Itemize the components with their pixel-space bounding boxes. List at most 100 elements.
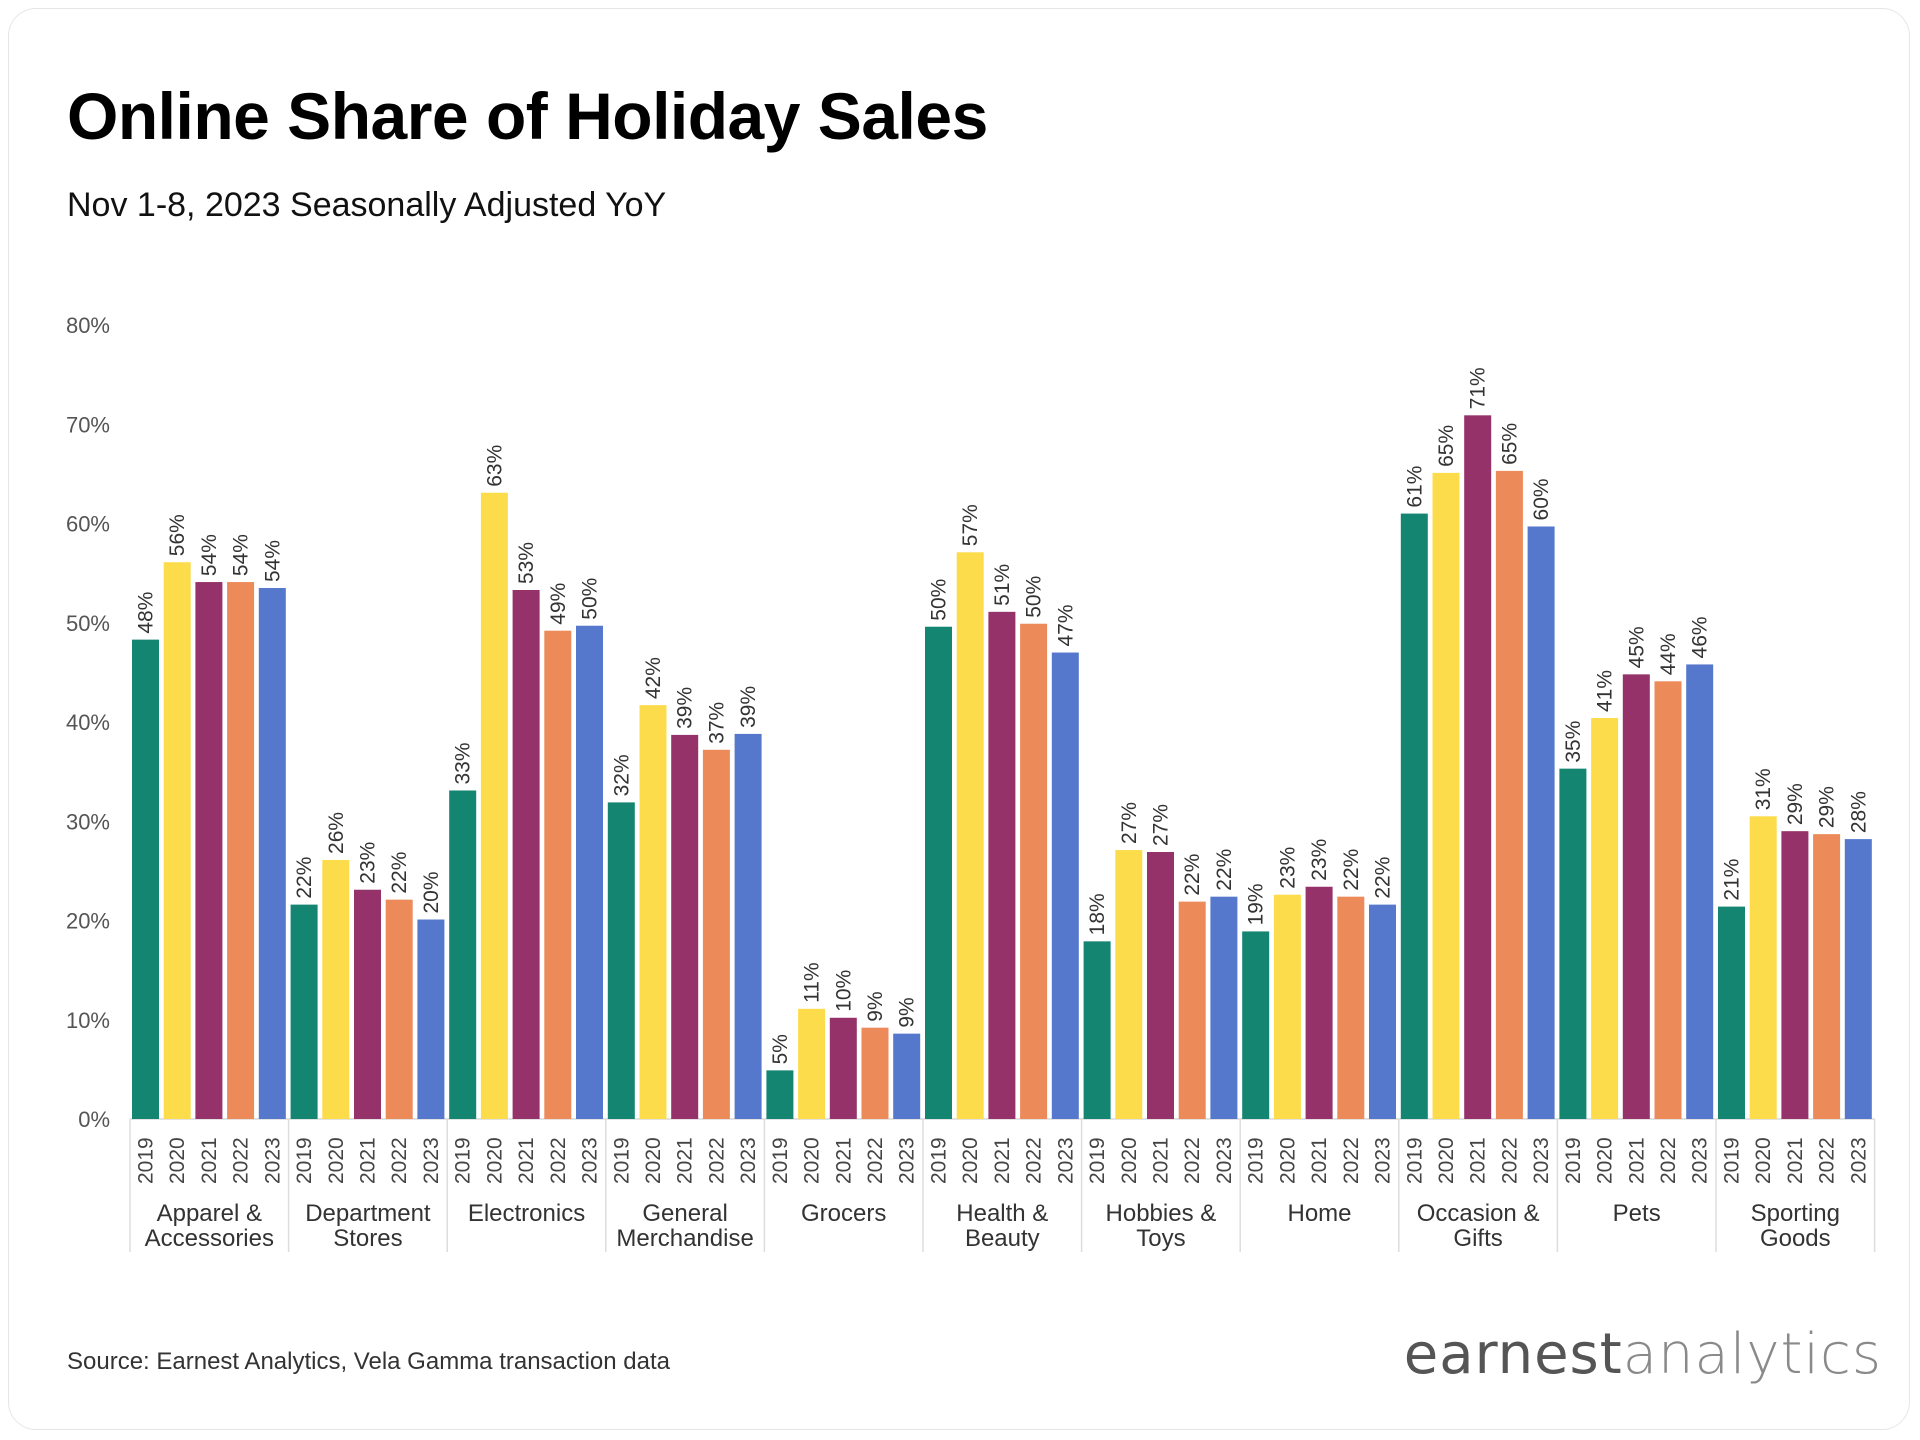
bar-value-label: 33%	[452, 742, 475, 784]
bar-value-label: 39%	[674, 687, 697, 729]
y-tick-label: 20%	[66, 909, 110, 934]
category-label: Accessories	[145, 1225, 274, 1252]
bar-value-label: 31%	[1752, 768, 1775, 810]
x-tick-year-label: 2023	[1530, 1137, 1553, 1184]
x-tick-year-label: 2023	[1213, 1137, 1236, 1184]
x-tick-year-label: 2022	[864, 1137, 887, 1184]
bar	[1051, 652, 1079, 1119]
y-tick-label: 70%	[66, 412, 110, 437]
bar	[1400, 513, 1428, 1119]
x-tick-year-label: 2021	[1784, 1137, 1807, 1184]
bar	[893, 1033, 921, 1119]
bar	[417, 919, 445, 1119]
bar	[258, 588, 286, 1119]
bar-value-label: 22%	[293, 857, 316, 899]
bar	[1115, 850, 1143, 1119]
x-tick-year-label: 2019	[1086, 1137, 1109, 1184]
bar	[1464, 415, 1492, 1119]
bar-value-label: 45%	[1625, 626, 1648, 668]
x-tick-year-label: 2020	[1435, 1137, 1458, 1184]
bar	[639, 705, 667, 1119]
category-label: Sporting	[1751, 1200, 1840, 1227]
x-tick-year-label: 2020	[1118, 1137, 1141, 1184]
bar-value-label: 51%	[991, 564, 1014, 606]
bar	[227, 582, 255, 1119]
bar-value-label: 35%	[1562, 721, 1585, 763]
x-tick-year-label: 2021	[1467, 1137, 1490, 1184]
bar	[798, 1008, 826, 1119]
x-tick-year-label: 2019	[1245, 1137, 1268, 1184]
bar	[988, 611, 1016, 1119]
bar	[734, 733, 762, 1119]
y-tick-label: 60%	[66, 512, 110, 537]
bar-value-label: 32%	[610, 754, 633, 796]
bar	[354, 889, 381, 1119]
bar	[829, 1017, 857, 1119]
y-tick-label: 80%	[66, 313, 110, 338]
bar	[132, 639, 159, 1119]
category-label: Gifts	[1453, 1225, 1502, 1252]
bar	[861, 1027, 889, 1119]
bar	[1749, 816, 1777, 1119]
bar-value-label: 48%	[135, 592, 158, 634]
x-tick-year-label: 2021	[1308, 1137, 1331, 1184]
bar	[671, 734, 699, 1119]
bar-value-label: 42%	[642, 657, 665, 699]
bar-value-label: 22%	[1372, 857, 1395, 899]
x-tick-year-label: 2023	[1054, 1137, 1077, 1184]
x-tick-year-label: 2021	[674, 1137, 697, 1184]
bar-value-label: 22%	[388, 852, 411, 894]
bar-value-label: 10%	[832, 970, 855, 1012]
x-tick-year-label: 2020	[959, 1137, 982, 1184]
bar	[925, 626, 952, 1119]
x-tick-year-label: 2020	[325, 1137, 348, 1184]
bar-value-label: 27%	[1118, 802, 1141, 844]
x-tick-year-label: 2019	[610, 1137, 633, 1184]
x-tick-year-label: 2020	[1594, 1137, 1617, 1184]
bar	[576, 625, 603, 1119]
y-tick-label: 50%	[66, 611, 110, 636]
x-tick-year-label: 2022	[1498, 1137, 1521, 1184]
category-label: Department	[305, 1200, 431, 1227]
x-tick-year-label: 2019	[1562, 1137, 1585, 1184]
x-tick-year-label: 2021	[1625, 1137, 1648, 1184]
bar-chart: 0% 10% 20% 30% 40% 50% 60% 70% 80% 48% 2019 56% 2020…	[66, 313, 1876, 1252]
bar	[1178, 901, 1206, 1119]
bar-value-label: 37%	[705, 702, 728, 744]
bar	[1844, 839, 1872, 1119]
bar-value-label: 61%	[1403, 466, 1426, 508]
x-tick-year-label: 2022	[388, 1137, 411, 1184]
bar-value-label: 54%	[261, 540, 284, 582]
x-tick-year-label: 2023	[1847, 1137, 1870, 1184]
x-tick-year-label: 2021	[198, 1137, 221, 1184]
category-label: Merchandise	[616, 1225, 753, 1252]
bar-value-label: 29%	[1784, 783, 1807, 825]
category-label: Stores	[333, 1225, 402, 1252]
x-tick-year-label: 2022	[705, 1137, 728, 1184]
x-tick-year-label: 2022	[1657, 1137, 1680, 1184]
bar-value-label: 19%	[1245, 883, 1268, 925]
bar	[1210, 896, 1238, 1119]
bar-value-label: 50%	[1023, 576, 1046, 618]
bar-value-label: 9%	[864, 991, 887, 1021]
bar	[195, 582, 223, 1119]
category-label: Occasion &	[1417, 1200, 1540, 1227]
bar-value-label: 41%	[1594, 670, 1617, 712]
category-label: Apparel &	[157, 1200, 262, 1227]
category-label: Grocers	[801, 1200, 886, 1227]
category-label: General	[642, 1200, 727, 1227]
bar-value-label: 53%	[515, 542, 538, 584]
x-tick-year-label: 2022	[1816, 1137, 1839, 1184]
x-tick-year-label: 2023	[737, 1137, 760, 1184]
bar	[1654, 681, 1682, 1119]
category-label: Electronics	[468, 1200, 585, 1227]
bar-value-label: 27%	[1150, 804, 1173, 846]
bar-value-label: 39%	[737, 686, 760, 728]
bar-value-label: 65%	[1435, 425, 1458, 467]
category-label: Beauty	[965, 1225, 1040, 1252]
x-tick-year-label: 2020	[1276, 1137, 1299, 1184]
bar-value-label: 23%	[1308, 839, 1331, 881]
bar	[1242, 931, 1270, 1119]
logo-text-earnest: earnest	[1403, 1322, 1623, 1387]
bar	[766, 1070, 794, 1119]
